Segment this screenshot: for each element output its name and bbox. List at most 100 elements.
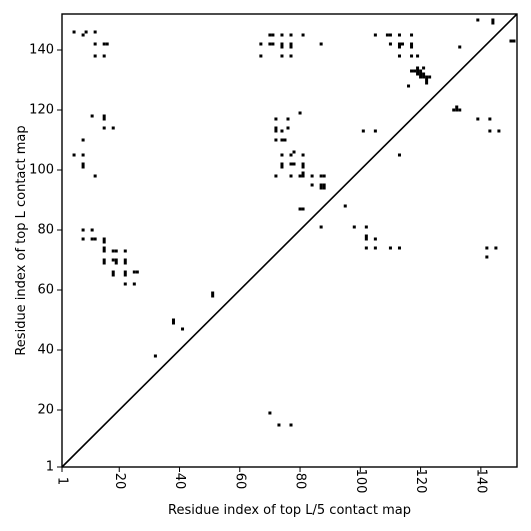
diagonal-line (61, 13, 518, 468)
contact-point (274, 174, 278, 178)
y-tick-label: 40 (37, 343, 54, 358)
contact-point (153, 354, 157, 358)
contact-point (280, 129, 284, 133)
y-tick-label: 120 (29, 103, 54, 118)
x-axis-ticks: 1 20 40 60 80 100 120 140 (55, 467, 488, 494)
x-tick-label: 120 (413, 469, 428, 494)
contact-point (400, 42, 404, 46)
contact-point (410, 33, 414, 37)
contact-point (397, 33, 401, 37)
contact-point (319, 42, 323, 46)
contact-point (280, 165, 284, 169)
y-tick-label: 80 (37, 223, 54, 238)
contact-point (286, 117, 290, 121)
contact-point (93, 30, 97, 34)
contact-point (111, 273, 115, 277)
contact-point (388, 33, 392, 37)
contact-point (181, 327, 185, 331)
contact-point (274, 126, 278, 130)
contact-point (397, 45, 401, 49)
contact-point (93, 174, 97, 178)
y-tick-label: 1 (46, 460, 54, 475)
contact-point (419, 75, 423, 79)
x-tick-label: 140 (473, 469, 488, 494)
contact-point (274, 138, 278, 142)
contact-point (277, 423, 281, 427)
contact-point (373, 246, 377, 250)
contact-point (491, 21, 495, 25)
contact-point (102, 117, 106, 121)
contact-point (419, 69, 423, 73)
contact-point (280, 138, 284, 142)
contact-point (93, 54, 97, 58)
contact-point (274, 117, 278, 121)
contact-point (416, 69, 420, 73)
contact-point (319, 174, 323, 178)
contact-point (114, 261, 118, 265)
contact-point (81, 237, 85, 241)
contact-point (111, 126, 115, 130)
y-tick-label: 100 (29, 163, 54, 178)
contact-point (289, 174, 293, 178)
contact-point (301, 174, 305, 178)
contact-point (280, 162, 284, 166)
contact-point (268, 33, 272, 37)
contact-point (373, 237, 377, 241)
contact-point (72, 30, 76, 34)
contact-point (416, 54, 420, 58)
y-tick-label: 140 (29, 43, 54, 58)
contact-point (123, 258, 127, 262)
contact-point (114, 249, 118, 253)
contact-point (102, 249, 106, 253)
contact-point (289, 153, 293, 157)
contact-point (319, 225, 323, 229)
contact-point (271, 33, 275, 37)
contact-point (123, 270, 127, 274)
contact-point (388, 246, 392, 250)
contact-point (322, 174, 326, 178)
contact-point (271, 42, 275, 46)
contact-point (319, 186, 323, 190)
contact-point (84, 30, 88, 34)
contact-point (102, 126, 106, 130)
contact-point (81, 165, 85, 169)
contact-point (81, 162, 85, 166)
contact-point (298, 111, 302, 115)
contact-point (301, 33, 305, 37)
contact-point (301, 207, 305, 211)
contact-point (102, 258, 106, 262)
contact-point (485, 246, 489, 250)
contact-point (488, 117, 492, 121)
contact-point (102, 261, 106, 265)
contact-point (102, 246, 106, 250)
contact-point (416, 66, 420, 70)
contact-point (292, 150, 296, 154)
contact-point (289, 54, 293, 58)
contact-point (268, 42, 272, 46)
contact-point (476, 18, 480, 22)
contact-point (72, 153, 76, 157)
contact-point (476, 117, 480, 121)
plot-frame (61, 13, 518, 468)
contact-point (289, 45, 293, 49)
contact-point (171, 321, 175, 325)
contact-point (458, 108, 462, 112)
contact-point (111, 270, 115, 274)
contact-point (425, 75, 429, 79)
contact-point (102, 114, 106, 118)
contact-point (123, 273, 127, 277)
contact-point (491, 18, 495, 22)
contact-point (90, 237, 94, 241)
contact-point (322, 186, 326, 190)
contact-point (322, 183, 326, 187)
x-tick-label: 1 (55, 477, 70, 485)
contact-point (289, 423, 293, 427)
contact-point (512, 39, 516, 43)
contact-point (301, 165, 305, 169)
contact-point (102, 54, 106, 58)
contact-point (485, 255, 489, 259)
contact-point (81, 228, 85, 232)
contact-point (364, 237, 368, 241)
contact-point (102, 42, 106, 46)
contact-point (428, 75, 432, 79)
